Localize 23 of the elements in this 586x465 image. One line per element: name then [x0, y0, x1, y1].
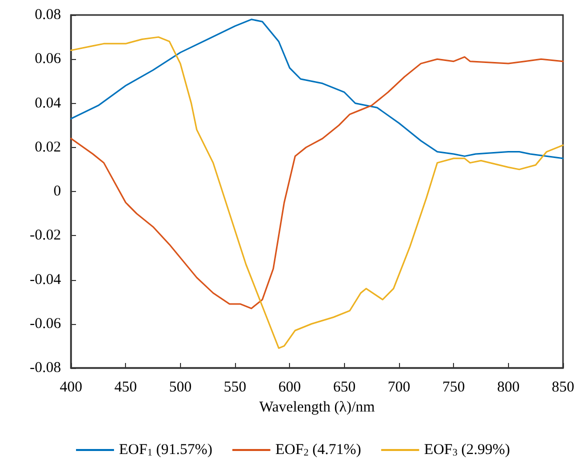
y-tick-label: -0.06 — [30, 316, 62, 332]
y-tick-label: 0.06 — [34, 51, 62, 68]
y-tick-label: -0.02 — [30, 228, 61, 244]
x-tick-label: 550 — [224, 380, 246, 396]
x-tick-label: 700 — [388, 380, 410, 396]
x-tick-label: 400 — [60, 380, 82, 396]
line-series — [70, 18, 564, 160]
x-axis-title: Wavelength (λ)/nm — [259, 400, 376, 416]
x-tick-label: 450 — [114, 380, 137, 396]
x-tick-label: 600 — [278, 380, 301, 396]
y-tick-label: 0.02 — [34, 139, 61, 156]
x-tick-label: 750 — [442, 380, 465, 396]
x-tick-label: 850 — [552, 380, 574, 396]
line-series — [70, 36, 564, 349]
line-series — [70, 56, 564, 310]
x-tick-label: 500 — [169, 380, 192, 396]
x-tick-label: 650 — [333, 380, 356, 396]
y-tick-label: 0.08 — [34, 7, 61, 23]
y-tick-label: -0.08 — [30, 360, 61, 376]
y-tick-label: -0.04 — [30, 272, 62, 288]
y-tick-label: 0 — [54, 184, 61, 200]
x-tick-label: 800 — [497, 380, 520, 396]
y-tick-label: 0.04 — [34, 95, 62, 112]
